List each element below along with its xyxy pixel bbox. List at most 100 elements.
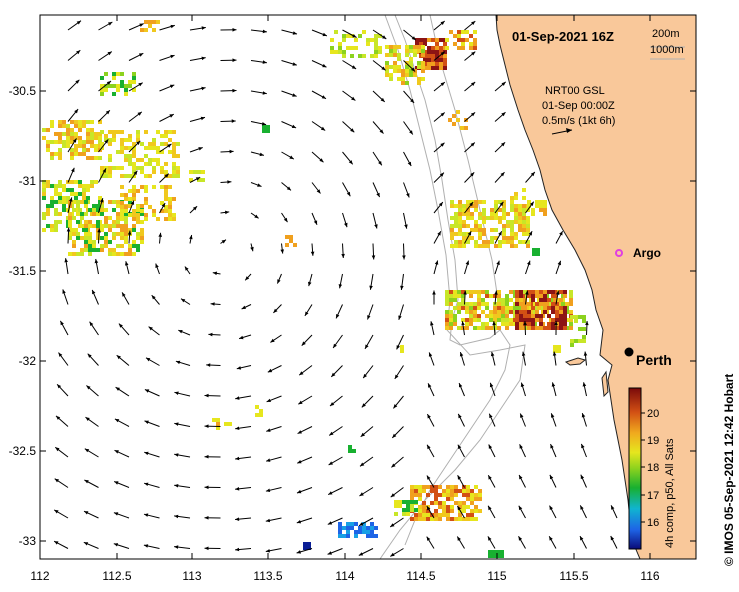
current-vector-head [428, 352, 433, 357]
perth-marker[interactable] [624, 347, 634, 357]
sst-pixel [285, 235, 289, 239]
colorbar-caption: 4h comp, p50, All Sats [664, 438, 676, 548]
sst-pixel [522, 216, 526, 220]
sst-pixel [477, 290, 481, 294]
sst-pixel [510, 220, 514, 224]
sst-pixel [457, 294, 461, 298]
sst-pixel [478, 236, 482, 240]
sst-pixel [418, 505, 422, 509]
sst-pixel [120, 138, 124, 142]
sst-pixel [458, 501, 462, 505]
sst-pixel [176, 166, 180, 170]
sst-pixel [132, 142, 136, 146]
current-vector-head [235, 517, 240, 521]
sst-pixel [422, 501, 426, 505]
sst-pixel [76, 252, 80, 256]
sst-pixel [54, 192, 58, 196]
sst-pixel [389, 45, 393, 49]
sst-pixel [128, 213, 132, 217]
sst-pixel [506, 236, 510, 240]
sst-pixel [397, 69, 401, 73]
sst-pixel [160, 166, 164, 170]
sst-pixel [531, 318, 535, 322]
sst-pixel [539, 314, 543, 318]
current-vector-head [551, 382, 556, 387]
current-vector-head [69, 197, 73, 202]
argo-float-marker[interactable] [615, 249, 623, 257]
sst-pixel [120, 217, 124, 221]
sst-pixel [458, 240, 462, 244]
sst-pixel [94, 144, 98, 148]
sst-pixel [78, 208, 82, 212]
current-vector-head [351, 96, 356, 101]
sst-pixel [104, 134, 108, 138]
sst-pixel [358, 54, 362, 58]
sst-pixel [259, 409, 263, 413]
current-vector-head [265, 518, 271, 523]
sst-pixel [140, 185, 144, 189]
current-vector-head [520, 382, 525, 387]
current-vector-head [265, 488, 271, 492]
sst-pixel [527, 294, 531, 298]
sst-pixel [58, 124, 62, 128]
sst-pixel [421, 61, 425, 65]
sst-pixel [152, 28, 156, 32]
current-vector-head [113, 543, 119, 547]
sst-pixel [164, 209, 168, 213]
sst-pixel [54, 228, 58, 232]
sst-pixel [100, 248, 104, 252]
current-vector-head [382, 35, 387, 39]
current-vector-head [585, 321, 589, 326]
sst-pixel [58, 180, 62, 184]
sst-pixel [470, 509, 474, 513]
sst-pixel [462, 208, 466, 212]
current-vector-head [113, 512, 119, 516]
sst-pixel [124, 146, 128, 150]
sst-pixel [422, 505, 426, 509]
sst-pixel [70, 180, 74, 184]
current-vector-head [554, 321, 558, 325]
sst-pixel [477, 302, 481, 306]
sst-pixel [84, 228, 88, 232]
sst-pixel [385, 61, 389, 65]
current-vector-head [438, 202, 443, 207]
current-vector-head [518, 505, 523, 511]
sst-pixel [168, 138, 172, 142]
current-vector-head [297, 489, 302, 494]
sst-pixel [496, 550, 500, 554]
current-vector-head [400, 285, 404, 290]
sst-pixel [466, 517, 470, 521]
sst-pixel [342, 38, 346, 42]
sst-pixel [46, 184, 50, 188]
sst-pixel [523, 302, 527, 306]
current-vector-head [308, 281, 312, 287]
sst-pixel [414, 489, 418, 493]
x-tick-label: 114.5 [406, 569, 435, 583]
sst-pixel [100, 142, 104, 146]
sst-pixel [514, 212, 518, 216]
sst-pixel [489, 294, 493, 298]
sst-pixel [481, 310, 485, 314]
current-vector-head [104, 139, 109, 144]
sst-pixel [454, 220, 458, 224]
sst-pixel [543, 310, 547, 314]
sst-pixel [405, 61, 409, 65]
sst-pixel [66, 196, 70, 200]
sst-pixel [454, 244, 458, 248]
current-vector-head [175, 360, 181, 365]
sst-pixel [72, 216, 76, 220]
current-vector-head [378, 161, 382, 166]
sst-pixel [522, 224, 526, 228]
current-vector-head [201, 56, 206, 61]
sst-pixel [164, 205, 168, 209]
y-tick-label: -31.5 [9, 264, 37, 278]
sst-pixel [502, 232, 506, 236]
sst-pixel [497, 310, 501, 314]
sst-pixel [124, 88, 128, 92]
sst-pixel [172, 130, 176, 134]
sst-pixel [385, 69, 389, 73]
sst-pixel [439, 54, 443, 58]
sst-pixel [156, 20, 160, 24]
current-vector-head [261, 122, 267, 126]
sst-pixel [561, 302, 565, 306]
